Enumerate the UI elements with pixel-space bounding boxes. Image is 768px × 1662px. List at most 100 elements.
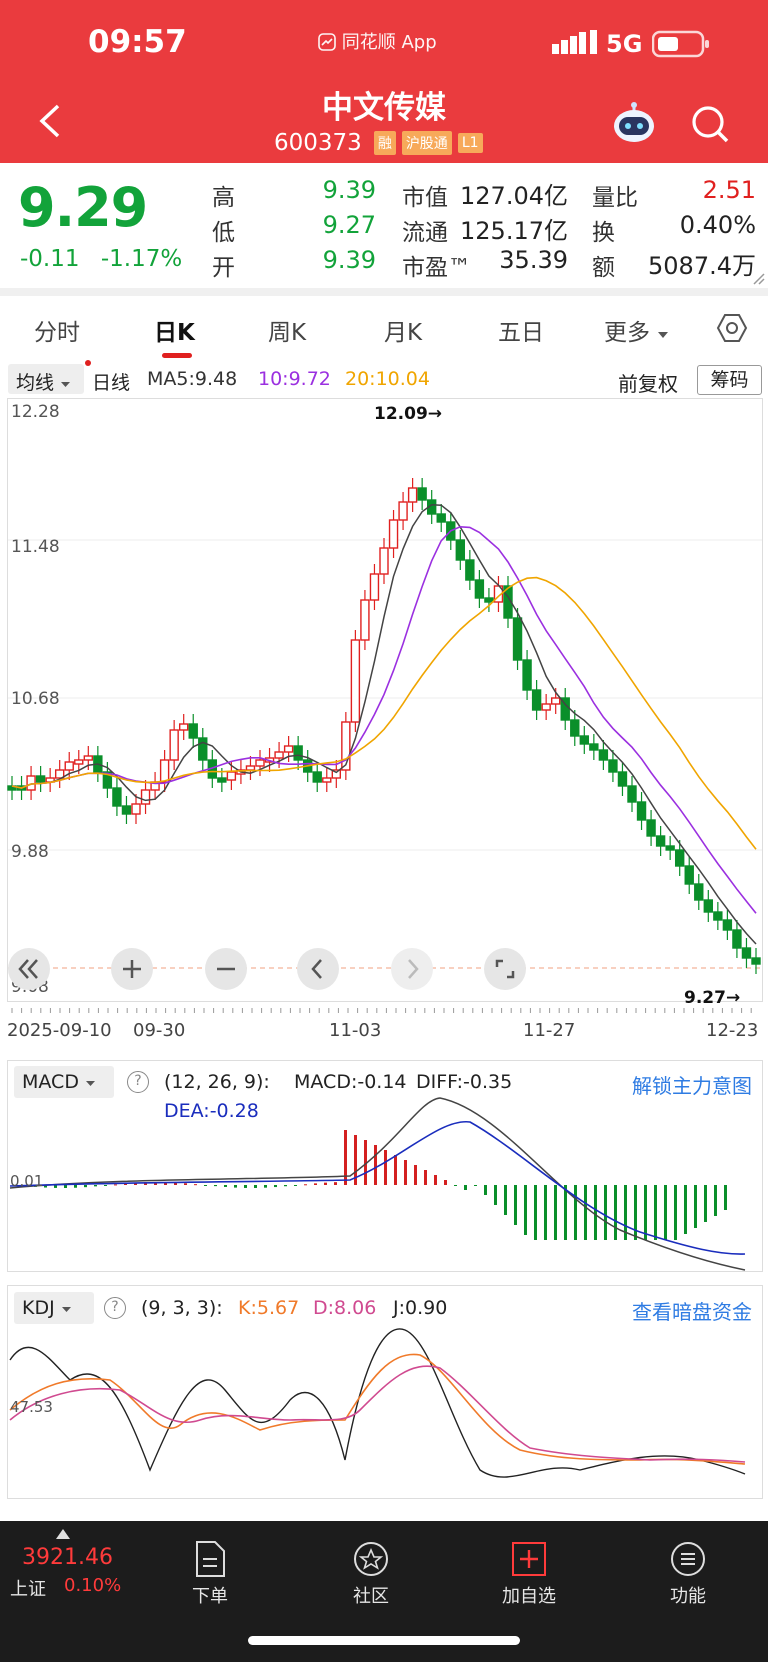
network-label: 5G <box>606 30 643 58</box>
macd-chart-frame <box>7 1060 763 1272</box>
candle-body <box>341 721 351 771</box>
search-icon[interactable] <box>690 104 730 144</box>
candle-body <box>255 759 265 767</box>
zoom-in-button[interactable] <box>111 948 153 990</box>
macd-bar <box>44 1185 47 1188</box>
macd-dropdown[interactable]: MACD <box>14 1066 114 1098</box>
expand-corner-icon[interactable] <box>752 272 766 286</box>
ma5-line <box>11 504 757 945</box>
kline-chart-frame <box>7 398 763 1002</box>
date-label-2: 09-30 <box>133 1020 186 1041</box>
macd-bar <box>664 1185 667 1240</box>
nav-community[interactable]: 社区 <box>316 1540 426 1608</box>
ma5-value: MA5:9.48 <box>147 368 238 390</box>
candle-body <box>322 777 332 783</box>
candle-body <box>608 759 618 773</box>
shrink-chart-button[interactable] <box>8 948 50 990</box>
scroll-right-button[interactable] <box>391 948 433 990</box>
tag-margin: 融 <box>373 131 396 155</box>
signal-icon <box>552 30 597 54</box>
candle-body <box>751 957 761 965</box>
chip-distribution-button[interactable]: 筹码 <box>697 365 762 395</box>
chevron-down-icon <box>61 1307 71 1312</box>
open-label: 开 <box>212 255 235 281</box>
tab-more[interactable]: 更多 <box>604 313 669 347</box>
candle-body <box>674 849 685 867</box>
kdj-help-icon[interactable]: ? <box>104 1297 126 1319</box>
macd-dea-line <box>9 1121 746 1255</box>
candle-body <box>627 785 637 803</box>
status-app-label: 同花顺 App <box>318 28 437 54</box>
macd-bar <box>434 1175 437 1185</box>
menu-circle-icon <box>671 1542 705 1576</box>
candle-body <box>465 559 475 581</box>
ma-dropdown[interactable] <box>8 364 84 394</box>
settings-hexagon-icon[interactable] <box>716 312 748 344</box>
candle-body <box>178 723 189 731</box>
candle-body <box>541 703 551 711</box>
macd-bar <box>274 1185 277 1188</box>
document-icon <box>196 1541 225 1577</box>
macd-bar <box>534 1185 537 1240</box>
candle-body <box>694 883 704 901</box>
macd-bar <box>654 1185 657 1240</box>
macd-bar <box>694 1185 697 1228</box>
date-label-4: 11-27 <box>523 1020 576 1041</box>
tab-monthly-k[interactable]: 月K <box>384 320 423 346</box>
nav-functions[interactable]: 功能 <box>633 1540 743 1608</box>
macd-bar <box>224 1185 227 1187</box>
pe-label: 市盈™ <box>402 255 471 281</box>
ma-dropdown-label: 均线 <box>16 368 71 395</box>
robot-assistant-icon[interactable] <box>610 100 658 144</box>
tab-daily-k[interactable]: 日K <box>154 320 195 346</box>
scroll-left-button[interactable] <box>297 948 339 990</box>
turnover-value: 0.40% <box>679 211 756 239</box>
candle-body <box>350 639 361 723</box>
mktcap-value: 127.04亿 <box>460 182 568 210</box>
zoom-out-button[interactable] <box>205 948 247 990</box>
nav-order[interactable]: 下单 <box>155 1540 265 1608</box>
macd-bar <box>514 1185 517 1225</box>
candle-body <box>217 777 227 783</box>
float-label: 流通 <box>402 220 448 246</box>
tab-intraday[interactable]: 分时 <box>34 320 80 346</box>
candle-body <box>550 697 561 705</box>
chevron-down-icon <box>61 382 71 387</box>
macd-bar <box>344 1130 347 1185</box>
kdj-dropdown[interactable]: KDJ <box>14 1292 94 1324</box>
y-label-4: 9.88 <box>11 842 49 862</box>
macd-bar <box>624 1185 627 1240</box>
view-dark-pool-link[interactable]: 查看暗盘资金 <box>632 1300 752 1324</box>
macd-bar <box>214 1185 217 1187</box>
back-icon[interactable] <box>36 104 62 138</box>
macd-bar <box>554 1185 557 1240</box>
macd-help-icon[interactable]: ? <box>127 1071 149 1093</box>
macd-bar <box>614 1185 617 1240</box>
index-value[interactable]: 3921.46 <box>22 1545 113 1570</box>
candle-body <box>398 501 408 521</box>
kdj-params: (9, 3, 3): <box>141 1297 223 1319</box>
nav-add-watchlist[interactable]: 加自选 <box>474 1540 584 1608</box>
turnover-label: 换 <box>592 220 615 246</box>
unlock-main-force-link[interactable]: 解锁主力意图 <box>632 1074 752 1098</box>
macd-diff-line <box>9 1097 746 1271</box>
fullscreen-button[interactable] <box>484 948 526 990</box>
macd-bar <box>64 1185 67 1188</box>
candle-body <box>407 487 418 503</box>
tab-weekly-k[interactable]: 周K <box>268 320 307 346</box>
tab-five-day[interactable]: 五日 <box>498 320 544 346</box>
candle-body <box>589 743 599 751</box>
adjust-label[interactable]: 前复权 <box>618 372 678 396</box>
home-indicator[interactable] <box>248 1636 520 1645</box>
macd-bar <box>324 1182 327 1185</box>
macd-bar <box>674 1185 677 1240</box>
macd-bar <box>374 1145 377 1185</box>
macd-bar <box>114 1184 117 1186</box>
candle-body <box>360 599 370 641</box>
macd-bar <box>634 1185 637 1240</box>
macd-bar <box>264 1185 267 1188</box>
macd-bar <box>304 1184 307 1186</box>
amount-value: 5087.4万 <box>648 252 756 280</box>
candle-body <box>570 719 580 737</box>
